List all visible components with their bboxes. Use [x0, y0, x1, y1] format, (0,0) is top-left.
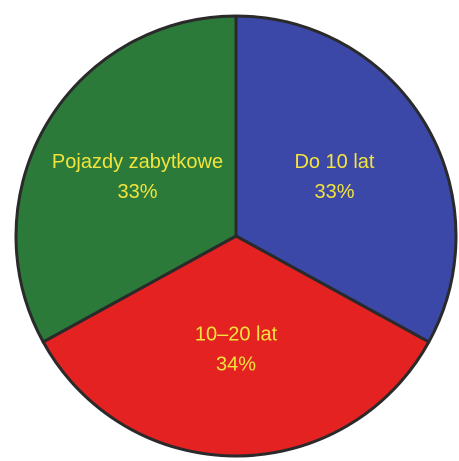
slice-label: Do 10 lat	[294, 151, 374, 173]
slice-value-label: 33%	[314, 181, 354, 203]
pie-slice	[41, 234, 431, 458]
slice-value-label: 33%	[118, 181, 158, 203]
slice-value-label: 34%	[216, 354, 256, 376]
slice-label: 10–20 lat	[195, 324, 278, 346]
slice-label: Pojazdy zabytkowe	[52, 151, 223, 173]
pie-slice	[234, 14, 458, 344]
pie-slice	[14, 14, 238, 344]
